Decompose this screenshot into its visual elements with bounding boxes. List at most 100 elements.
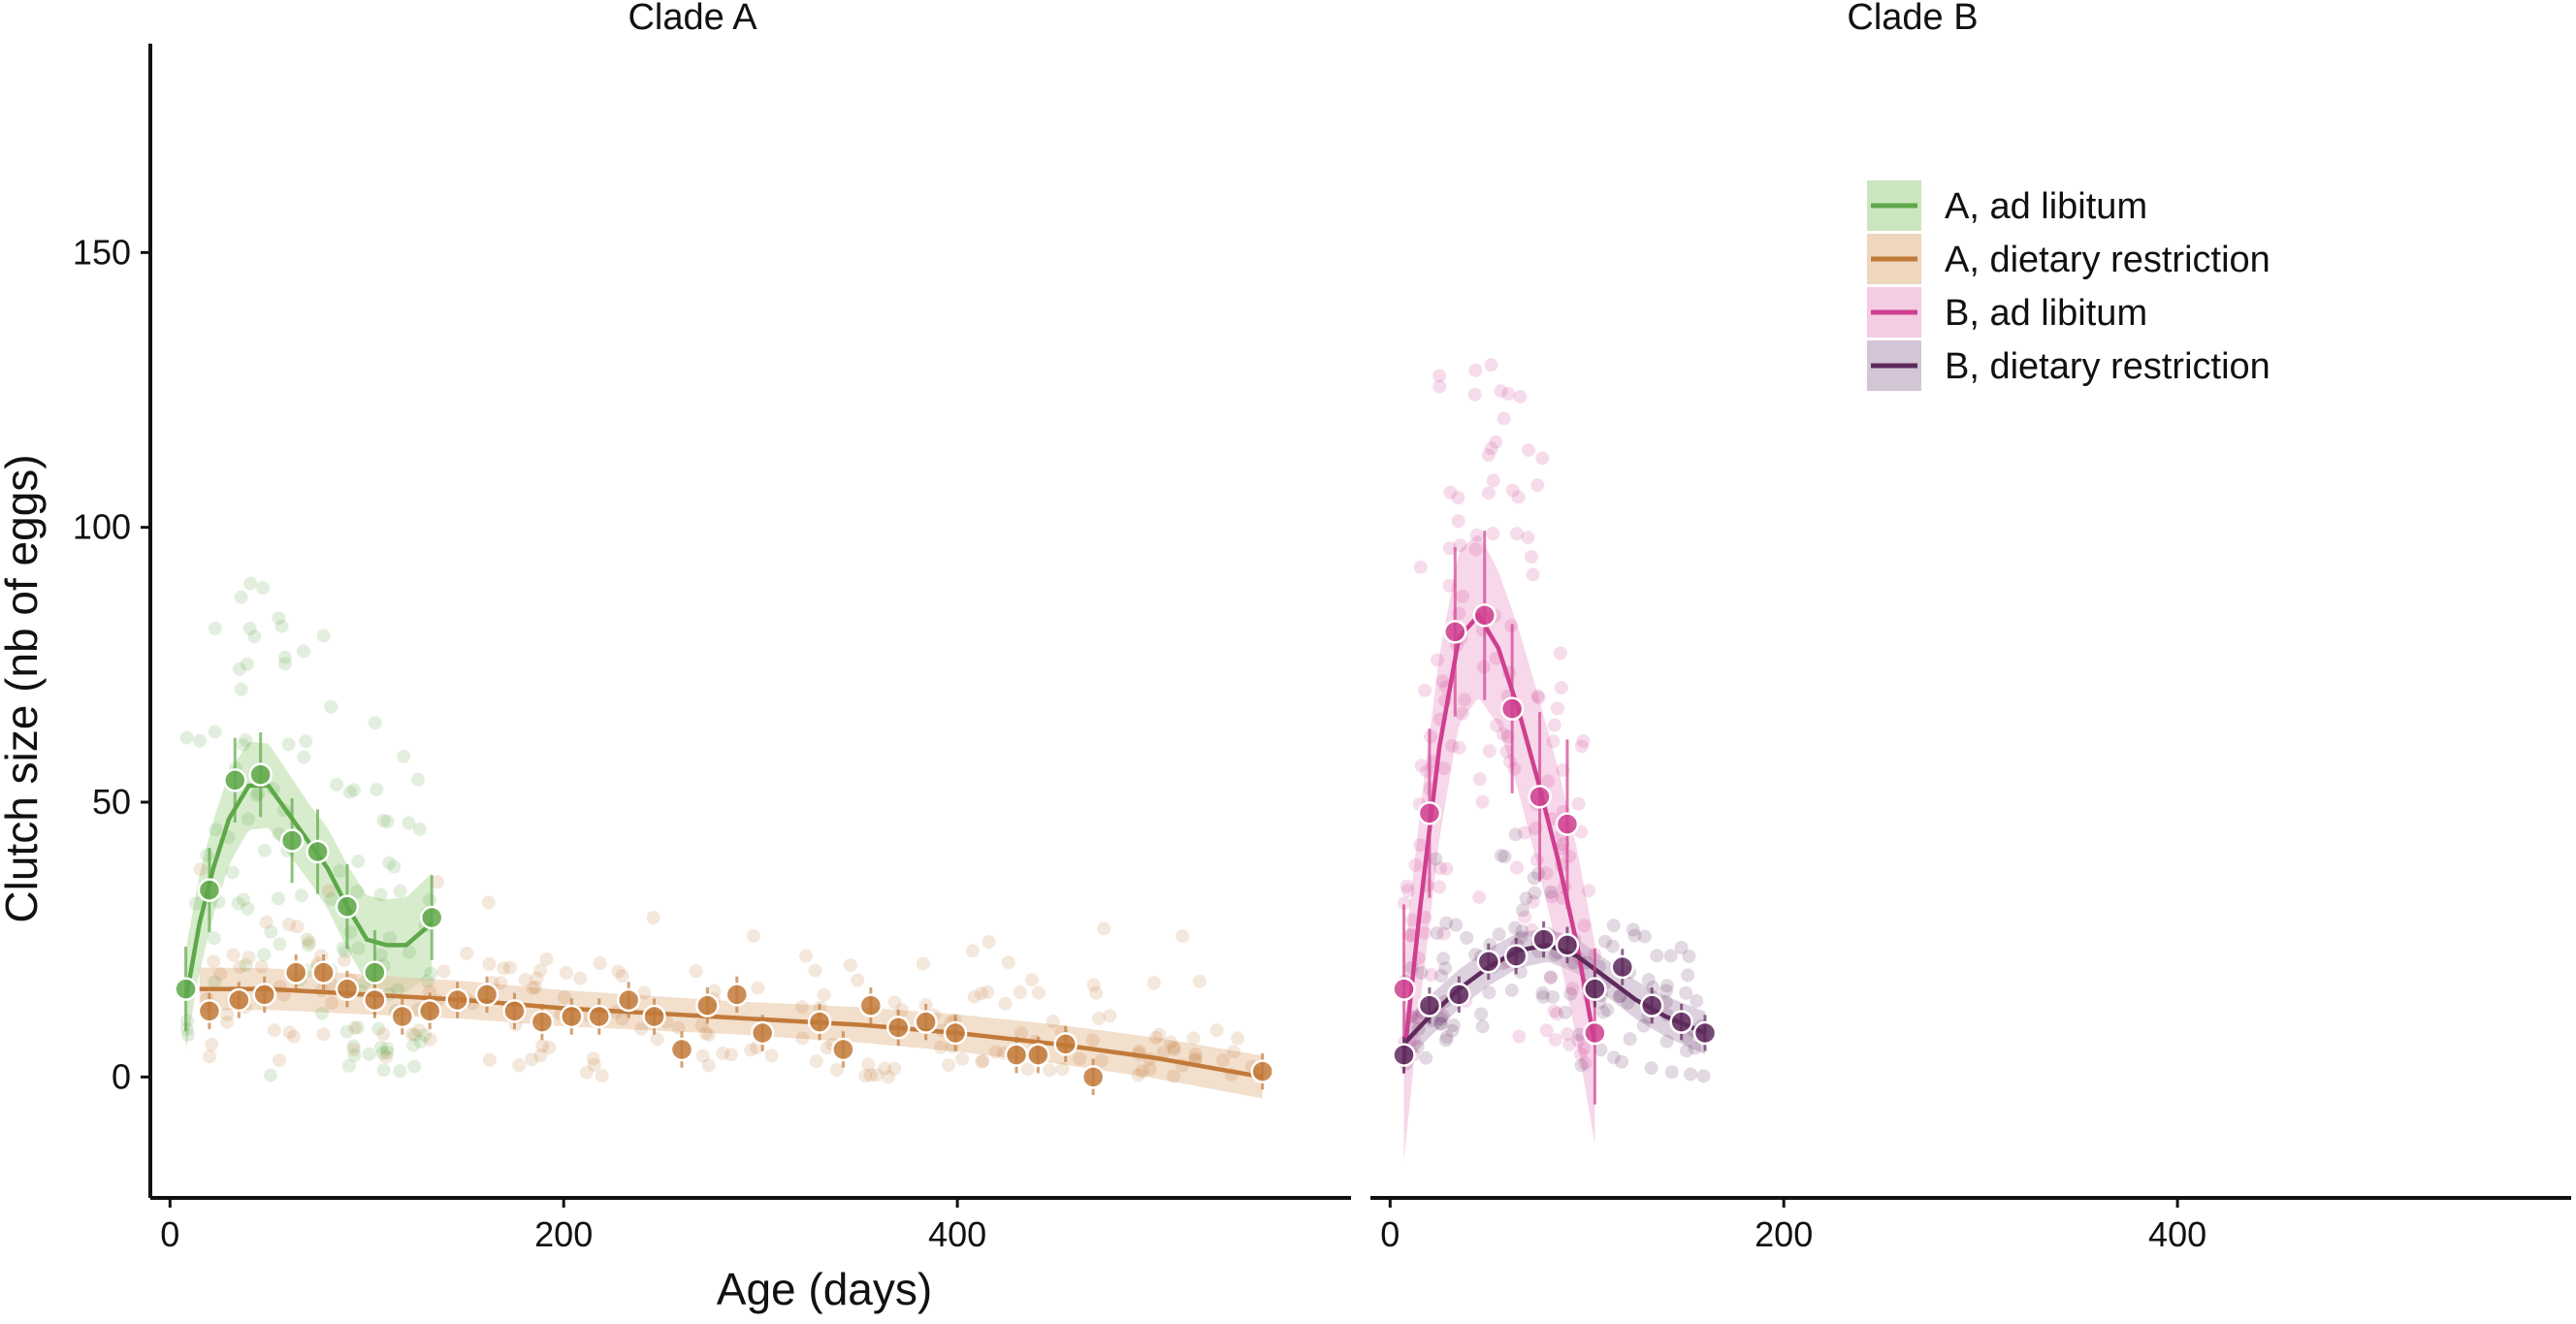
raw-point-B-1 [1460, 930, 1474, 945]
mean-point-B-1 [1639, 993, 1664, 1017]
raw-point-A-0 [376, 1063, 391, 1078]
raw-point-A-0 [383, 930, 398, 945]
raw-point-A-1 [1092, 1011, 1107, 1025]
mean-point-B-1 [1531, 927, 1556, 952]
mean-point-A-1 [669, 1037, 694, 1062]
raw-point-A-1 [535, 1039, 550, 1053]
raw-point-B-0 [1436, 926, 1451, 941]
raw-point-B-1 [1535, 989, 1550, 1004]
raw-point-A-0 [316, 629, 331, 643]
raw-point-A-1 [611, 964, 626, 979]
raw-point-A-0 [412, 822, 427, 836]
raw-point-B-1 [1674, 941, 1689, 955]
raw-point-A-0 [234, 682, 248, 696]
raw-point-A-1 [482, 1052, 497, 1067]
raw-point-A-0 [272, 611, 286, 626]
raw-point-B-0 [1403, 928, 1418, 943]
raw-point-B-0 [1539, 1023, 1554, 1038]
raw-point-A-1 [1001, 955, 1015, 970]
raw-point-A-1 [254, 959, 269, 974]
raw-point-A-1 [233, 959, 247, 974]
raw-point-A-1 [1167, 1069, 1181, 1083]
raw-point-A-1 [220, 1007, 235, 1021]
raw-point-A-0 [256, 581, 271, 596]
raw-point-A-0 [342, 785, 357, 799]
raw-point-A-1 [460, 946, 474, 960]
raw-point-B-1 [1544, 885, 1559, 899]
raw-point-A-1 [933, 1040, 948, 1054]
raw-point-B-1 [1664, 1065, 1679, 1080]
mean-point-A-0 [306, 839, 330, 864]
raw-point-A-0 [208, 975, 222, 989]
mean-point-A-1 [363, 987, 387, 1013]
raw-point-B-0 [1547, 1004, 1562, 1018]
panel-title-A: Clade A [628, 0, 757, 38]
raw-point-A-1 [482, 956, 497, 971]
raw-point-A-1 [982, 935, 996, 950]
y-tick-label-0: 0 [112, 1056, 131, 1096]
raw-point-B-0 [1436, 761, 1451, 776]
raw-point-B-0 [1468, 363, 1483, 377]
mean-point-A-1 [1004, 1043, 1029, 1067]
mean-point-A-1 [1053, 1032, 1078, 1056]
raw-point-B-0 [1565, 982, 1580, 996]
raw-point-B-1 [1690, 993, 1704, 1008]
raw-point-A-1 [302, 935, 316, 950]
raw-point-A-1 [646, 911, 660, 925]
mean-point-B-0 [1443, 620, 1467, 644]
mean-point-B-1 [1417, 993, 1442, 1017]
raw-point-A-0 [420, 974, 435, 988]
raw-point-A-1 [637, 985, 652, 1000]
raw-point-B-0 [1561, 1026, 1575, 1041]
raw-point-A-1 [205, 1037, 219, 1051]
mean-point-B-1 [1476, 950, 1501, 974]
raw-point-A-1 [1024, 973, 1039, 987]
raw-point-A-1 [799, 949, 814, 963]
raw-point-B-1 [1433, 1017, 1448, 1031]
raw-point-B-0 [1512, 1029, 1527, 1044]
mean-point-B-1 [1669, 1010, 1693, 1034]
raw-point-B-1 [1682, 949, 1696, 963]
raw-point-A-0 [350, 885, 365, 899]
raw-point-A-1 [431, 875, 445, 889]
raw-point-A-0 [294, 888, 308, 903]
raw-point-B-0 [1577, 1042, 1592, 1056]
raw-point-A-0 [411, 772, 426, 787]
mean-point-A-1 [724, 983, 750, 1007]
raw-point-A-1 [587, 1057, 601, 1072]
x-tick-label-B-400: 400 [2148, 1214, 2206, 1254]
mean-point-B-0 [1499, 696, 1525, 721]
raw-point-A-1 [282, 1025, 297, 1040]
raw-point-A-0 [200, 848, 214, 862]
raw-point-B-0 [1489, 435, 1503, 449]
raw-point-B-0 [1507, 761, 1522, 776]
raw-point-A-1 [967, 989, 982, 1004]
raw-point-A-0 [296, 644, 310, 659]
raw-point-B-0 [1417, 925, 1432, 940]
raw-point-B-0 [1509, 527, 1524, 541]
mean-point-A-0 [363, 960, 387, 985]
raw-point-A-0 [393, 1064, 407, 1079]
raw-point-A-1 [213, 967, 228, 982]
raw-point-B-0 [1439, 861, 1454, 876]
raw-point-B-0 [1573, 1047, 1588, 1061]
raw-point-B-1 [1681, 968, 1695, 983]
raw-point-B-1 [1516, 903, 1530, 918]
raw-point-B-0 [1408, 858, 1423, 873]
raw-point-A-0 [240, 657, 254, 671]
raw-point-B-1 [1598, 934, 1613, 949]
raw-point-A-1 [887, 995, 902, 1010]
raw-point-B-0 [1550, 701, 1564, 716]
raw-point-B-0 [1467, 387, 1482, 402]
raw-point-B-0 [1468, 542, 1483, 557]
raw-point-B-0 [1451, 514, 1465, 529]
raw-point-A-0 [315, 1006, 330, 1020]
raw-point-B-1 [1429, 852, 1443, 866]
raw-point-B-1 [1446, 1018, 1461, 1033]
raw-point-A-0 [368, 716, 382, 730]
raw-point-B-1 [1572, 1027, 1587, 1042]
mean-point-B-0 [1417, 801, 1442, 825]
raw-point-A-0 [233, 662, 247, 676]
raw-point-A-1 [744, 1043, 758, 1057]
raw-point-B-0 [1443, 485, 1458, 500]
